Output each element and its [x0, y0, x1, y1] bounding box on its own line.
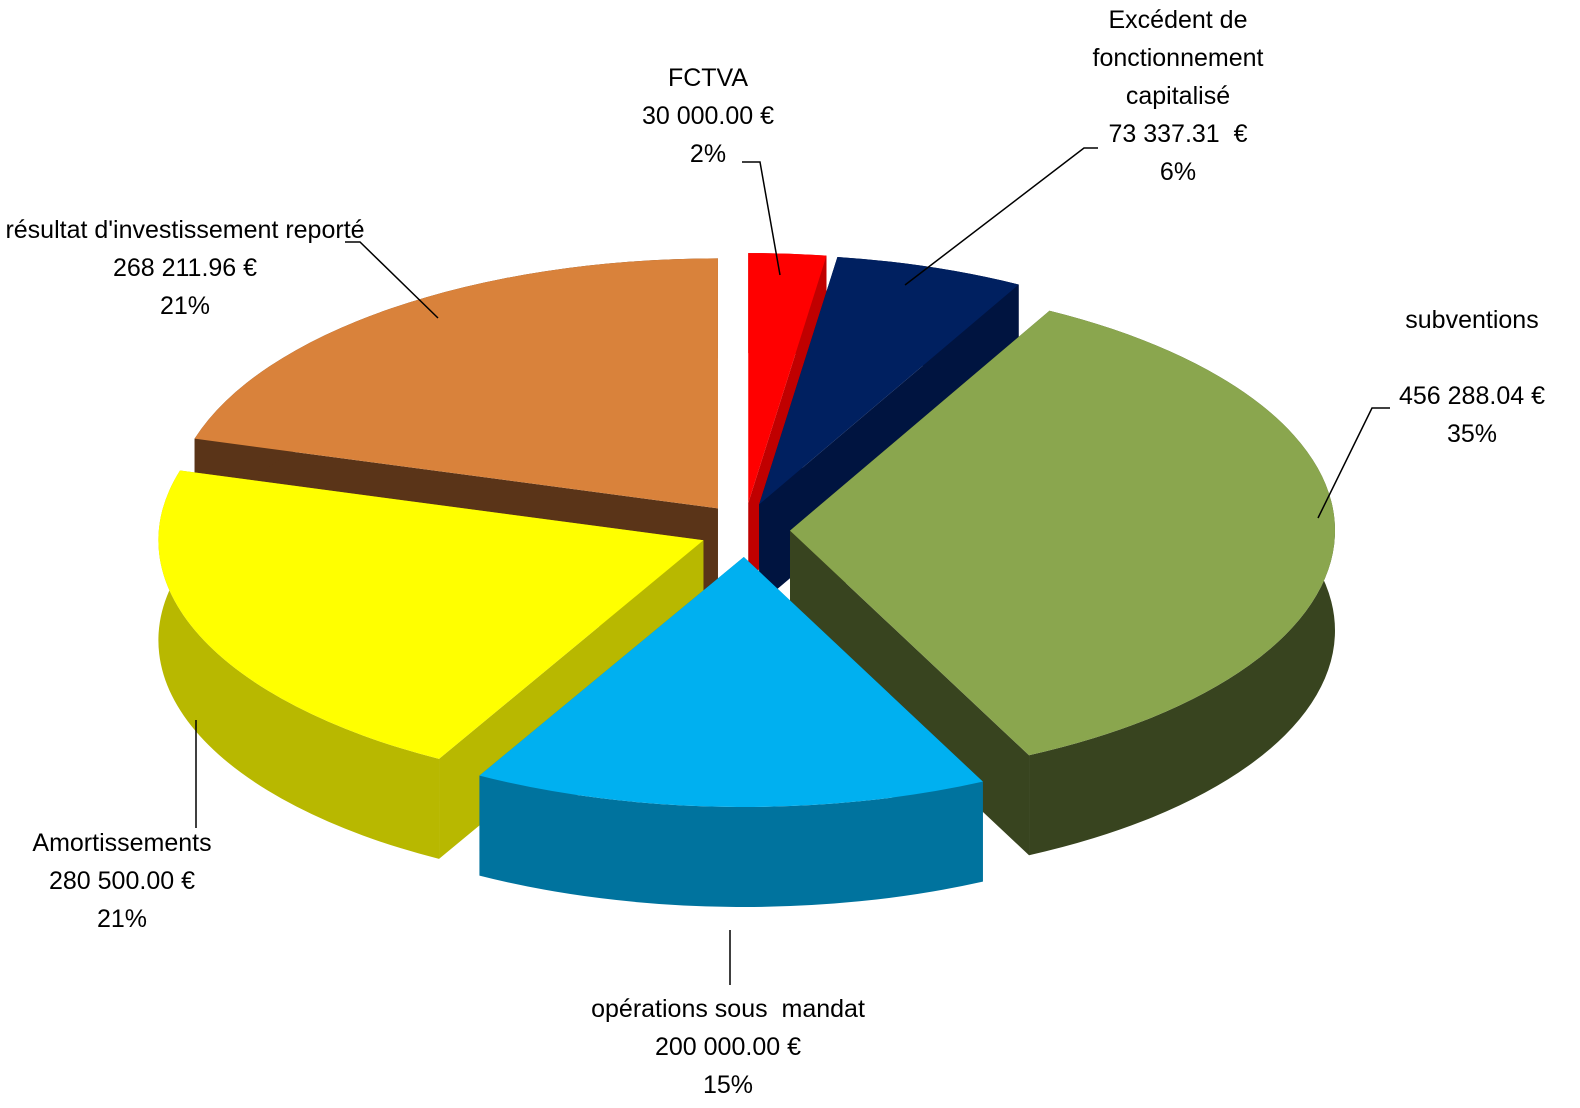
label-name: subventions [1405, 306, 1539, 334]
label-percent: 21% [159, 292, 211, 320]
label-value: 268 211.96 € [112, 254, 258, 282]
label-name: opérations sous mandat [591, 995, 865, 1023]
label-percent: 2% [689, 140, 727, 168]
label-name: FCTVA [667, 64, 749, 92]
label-value: 73 337.31 € [1108, 120, 1248, 148]
leader-line [742, 161, 781, 276]
label-value: 200 000.00 € [655, 1033, 801, 1061]
data-label: opérations sous mandat 200 000.00 € 15% [528, 990, 928, 1104]
leader-line [1317, 407, 1390, 519]
data-label: résultat d'investissement reporté 268 211… [5, 211, 365, 325]
data-label: subventions 456 288.04 € 35% [1322, 301, 1580, 453]
slice [158, 470, 704, 759]
slice [479, 556, 983, 807]
slice [789, 310, 1335, 756]
slice-wall [158, 470, 440, 859]
leader-line [345, 241, 439, 319]
data-label: Excédent de fonctionnement capitalisé 73 … [1053, 1, 1303, 191]
label-name: Amortissements [32, 829, 212, 857]
data-label: FCTVA 30 000.00 € 2% [558, 59, 858, 173]
slice [759, 256, 1019, 505]
leader-line [904, 147, 1098, 286]
label-name: Excédent de fonctionnement capitalisé [1092, 6, 1271, 110]
data-label: Amortissements 280 500.00 € 21% [0, 824, 272, 938]
label-percent: 6% [1159, 158, 1197, 186]
label-value: 456 288.04 € [1399, 382, 1545, 410]
slices [158, 253, 1335, 907]
label-percent: 21% [96, 905, 148, 933]
slice [194, 258, 718, 509]
label-percent: 35% [1446, 420, 1498, 448]
label-value: 30 000.00 € [641, 102, 775, 130]
label-name: résultat d'investissement reporté [5, 216, 365, 244]
label-value: 280 500.00 € [49, 867, 195, 895]
slice-wall [479, 775, 983, 907]
slice [748, 253, 827, 504]
label-percent: 15% [702, 1071, 754, 1099]
